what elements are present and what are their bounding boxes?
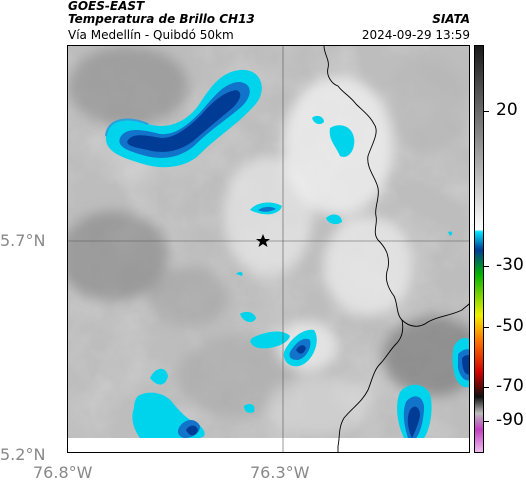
colorbar-gradient — [475, 46, 483, 452]
cbar-tick-m30 — [484, 266, 489, 267]
cold-cloud-cells — [105, 69, 469, 438]
map-canvas — [68, 46, 469, 452]
department-boundaries — [323, 46, 469, 452]
cbar-label-m50: -50 — [496, 316, 524, 336]
cbar-label-20: 20 — [496, 100, 518, 120]
cbar-label-m30: -30 — [496, 255, 524, 275]
brightness-temperature-map — [67, 45, 470, 453]
lon-tick-1: 76.3°W — [250, 463, 310, 482]
star-marker — [256, 234, 270, 247]
cbar-label-m90: -90 — [496, 410, 524, 430]
lat-tick-0: 5.7°N — [0, 231, 46, 250]
colorbar — [474, 45, 484, 453]
lon-tick-0: 76.8°W — [33, 463, 93, 482]
cbar-tick-m90 — [484, 421, 489, 422]
cbar-tick-m70 — [484, 387, 489, 388]
lat-tick-1: 5.2°N — [0, 445, 46, 464]
cbar-tick-20 — [484, 111, 489, 112]
title-organization: SIATA — [432, 12, 470, 26]
cbar-label-m70: -70 — [496, 376, 524, 396]
title-datetime: 2024-09-29 13:59 — [361, 28, 470, 42]
title-satellite: GOES-EAST — [68, 0, 145, 13]
cbar-tick-m50 — [484, 327, 489, 328]
title-product: Temperatura de Brillo CH13 — [68, 12, 255, 26]
title-route: Vía Medellín - Quibdó 50km — [68, 28, 234, 42]
no-data-band — [68, 438, 469, 452]
